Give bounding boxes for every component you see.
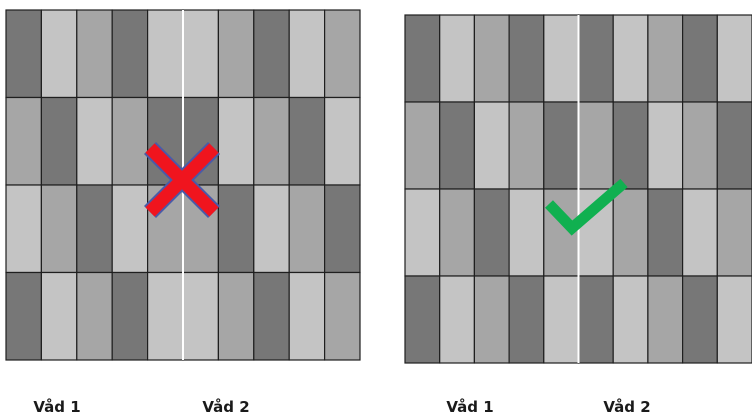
tile — [288, 184, 326, 274]
tile — [439, 275, 476, 364]
tile — [577, 101, 614, 190]
tile — [404, 14, 441, 103]
tile — [40, 96, 78, 186]
panel-1-label-vad-1: Våd 1 — [33, 398, 80, 416]
tile — [253, 96, 290, 186]
tile — [647, 275, 684, 364]
tile — [324, 271, 361, 361]
tile — [253, 271, 290, 361]
tile — [439, 188, 476, 277]
tile — [716, 275, 752, 364]
tile — [253, 9, 290, 99]
tile — [473, 188, 510, 277]
tile — [543, 14, 580, 103]
tile — [147, 271, 184, 361]
tile — [439, 14, 476, 103]
green-checkmark-icon — [545, 178, 628, 236]
tile — [253, 184, 290, 274]
tile — [716, 14, 752, 103]
tile — [404, 275, 441, 364]
tile — [543, 101, 580, 190]
panel-1-label-vad-2: Våd 2 — [202, 398, 249, 416]
tile — [217, 271, 255, 361]
tile — [404, 101, 441, 190]
tile — [612, 275, 649, 364]
tile — [612, 188, 649, 277]
tile — [508, 14, 545, 103]
tile — [111, 184, 149, 274]
tile — [76, 271, 113, 361]
tile — [40, 9, 78, 99]
tile — [147, 9, 184, 99]
tile — [76, 9, 113, 99]
panel-2-label-vad-1: Våd 1 — [446, 398, 493, 416]
tile — [5, 9, 43, 99]
tile — [612, 14, 649, 103]
tile — [217, 9, 255, 99]
tile — [716, 101, 752, 190]
tile — [543, 275, 580, 364]
tile — [473, 14, 510, 103]
tile — [5, 271, 43, 361]
tile — [182, 271, 220, 361]
tile — [647, 14, 684, 103]
tile — [40, 271, 78, 361]
incorrect-pattern-panel — [5, 9, 361, 361]
tile — [508, 275, 545, 364]
tile — [111, 271, 149, 361]
tile — [5, 96, 43, 186]
tile — [681, 275, 718, 364]
red-x-icon — [143, 141, 221, 219]
tile — [716, 188, 752, 277]
tile — [612, 101, 649, 190]
tile — [681, 14, 718, 103]
tile — [508, 101, 545, 190]
tile — [111, 96, 149, 186]
tile — [324, 9, 361, 99]
tile — [681, 101, 718, 190]
tile — [508, 188, 545, 277]
tile — [324, 96, 361, 186]
tile — [217, 184, 255, 274]
panel-2-label-vad-2: Våd 2 — [603, 398, 650, 416]
correct-pattern-panel — [404, 14, 752, 364]
tile — [647, 188, 684, 277]
tile — [473, 101, 510, 190]
tile — [288, 9, 326, 99]
tile — [111, 9, 149, 99]
tile — [439, 101, 476, 190]
tile — [217, 96, 255, 186]
tile — [473, 275, 510, 364]
tile — [288, 96, 326, 186]
tile — [681, 188, 718, 277]
tile — [182, 9, 220, 99]
tile — [5, 184, 43, 274]
tile — [647, 101, 684, 190]
tile — [76, 96, 113, 186]
tile — [404, 188, 441, 277]
tile — [76, 184, 113, 274]
tile — [577, 14, 614, 103]
tile — [40, 184, 78, 274]
tile — [577, 275, 614, 364]
tile — [288, 271, 326, 361]
tile — [324, 184, 361, 274]
